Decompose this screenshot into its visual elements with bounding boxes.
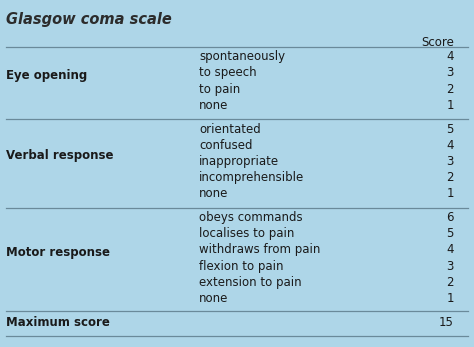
Text: 15: 15 (439, 316, 454, 329)
Text: orientated: orientated (199, 122, 261, 136)
Text: flexion to pain: flexion to pain (199, 260, 284, 272)
Text: localises to pain: localises to pain (199, 227, 295, 240)
Text: incomprehensible: incomprehensible (199, 171, 305, 184)
Text: 5: 5 (447, 227, 454, 240)
Text: 4: 4 (446, 50, 454, 63)
Text: none: none (199, 99, 228, 112)
Text: inappropriate: inappropriate (199, 155, 280, 168)
Text: to pain: to pain (199, 83, 240, 96)
Text: Score: Score (421, 36, 454, 49)
Text: Glasgow coma scale: Glasgow coma scale (6, 12, 172, 27)
Text: Eye opening: Eye opening (6, 69, 87, 82)
Text: obeys commands: obeys commands (199, 211, 303, 224)
Text: 2: 2 (446, 83, 454, 96)
Text: 1: 1 (446, 292, 454, 305)
Text: 4: 4 (446, 243, 454, 256)
Text: withdraws from pain: withdraws from pain (199, 243, 321, 256)
Text: confused: confused (199, 139, 253, 152)
Text: 2: 2 (446, 276, 454, 289)
Text: 5: 5 (447, 122, 454, 136)
Text: 3: 3 (447, 66, 454, 79)
Text: Verbal response: Verbal response (6, 149, 114, 162)
Text: 1: 1 (446, 187, 454, 200)
Text: 4: 4 (446, 139, 454, 152)
Text: extension to pain: extension to pain (199, 276, 302, 289)
Text: to speech: to speech (199, 66, 257, 79)
Text: none: none (199, 187, 228, 200)
Text: Motor response: Motor response (6, 246, 110, 259)
Text: spontaneously: spontaneously (199, 50, 285, 63)
Text: 2: 2 (446, 171, 454, 184)
Text: 3: 3 (447, 155, 454, 168)
Text: none: none (199, 292, 228, 305)
Text: Maximum score: Maximum score (6, 316, 110, 329)
Text: 3: 3 (447, 260, 454, 272)
Text: 6: 6 (446, 211, 454, 224)
Text: 1: 1 (446, 99, 454, 112)
